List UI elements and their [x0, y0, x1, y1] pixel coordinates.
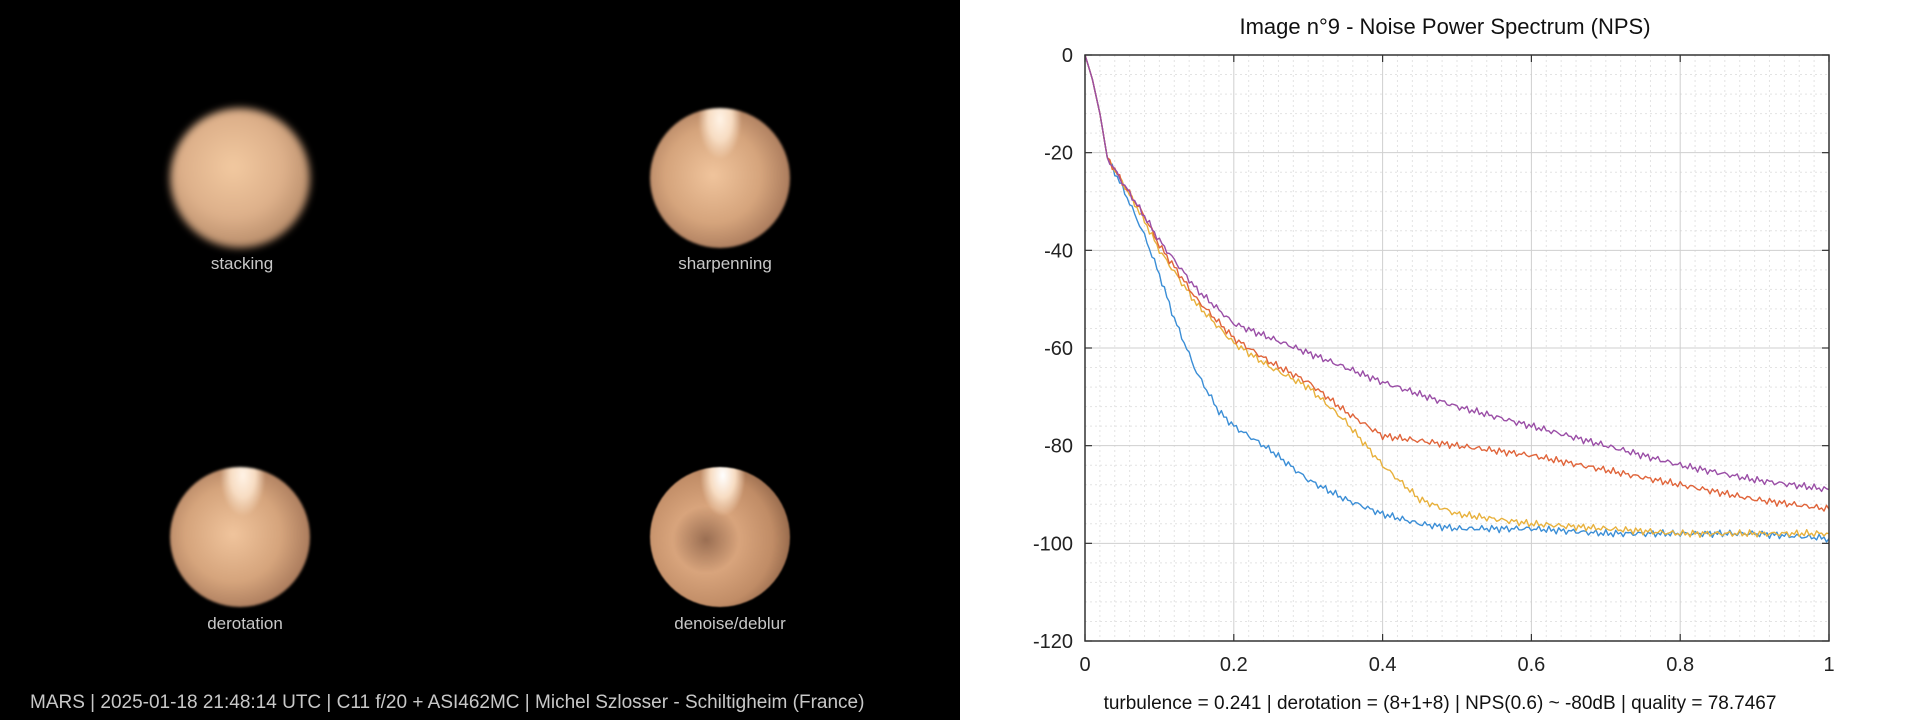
y-tick-label: -80 [1044, 436, 1073, 458]
chart-title: Image n°9 - Noise Power Spectrum (NPS) [1239, 14, 1651, 39]
label-stacking: stacking [210, 254, 274, 273]
mars-sharpenning-image [650, 108, 790, 248]
label-denoise: denoise/deblur [674, 614, 786, 633]
x-tick-label: 0 [1079, 654, 1090, 676]
ticks-layer: 0 0.2 0.4 0.6 0.8 1 0 -20 -40 -60 -80 -100 -120 [1033, 45, 1835, 676]
mars-derotation-image [170, 467, 310, 607]
minor-grid [1085, 55, 1829, 641]
y-tick-label: -120 [1033, 631, 1073, 653]
x-tick-label: 0.4 [1369, 654, 1397, 676]
series-line-blue [1084, 54, 1830, 543]
label-derotation: derotation [207, 614, 283, 633]
quality-summary: turbulence = 0.241 | derotation = (8+1+8… [1103, 693, 1777, 714]
y-tick-label: -100 [1033, 533, 1073, 555]
capture-info: MARS | 2025-01-18 21:48:14 UTC | C11 f/2… [30, 692, 865, 713]
major-grid [1084, 54, 1830, 642]
y-tick-label: -40 [1044, 240, 1073, 262]
label-sharpenning: sharpenning [678, 254, 772, 273]
series-line-orange [1084, 54, 1830, 512]
x-tick-label: 0.6 [1517, 654, 1545, 676]
y-tick-label: 0 [1062, 45, 1073, 67]
image-panel: stacking sharpenning derotation denoise/… [0, 0, 960, 720]
y-tick-label: -20 [1044, 143, 1073, 165]
y-tick-label: -60 [1044, 338, 1073, 360]
x-tick-label: 0.2 [1220, 654, 1248, 676]
mars-denoise-image [650, 467, 790, 607]
series-layer [1084, 54, 1830, 543]
series-line-purple [1084, 54, 1830, 493]
x-tick-label: 0.8 [1666, 654, 1694, 676]
mars-stacking-image [170, 108, 310, 248]
x-tick-label: 1 [1823, 654, 1834, 676]
nps-chart: 0 0.2 0.4 0.6 0.8 1 0 -20 -40 -60 -80 -100 -120 [1033, 45, 1835, 676]
series-line-yellow [1084, 54, 1830, 538]
